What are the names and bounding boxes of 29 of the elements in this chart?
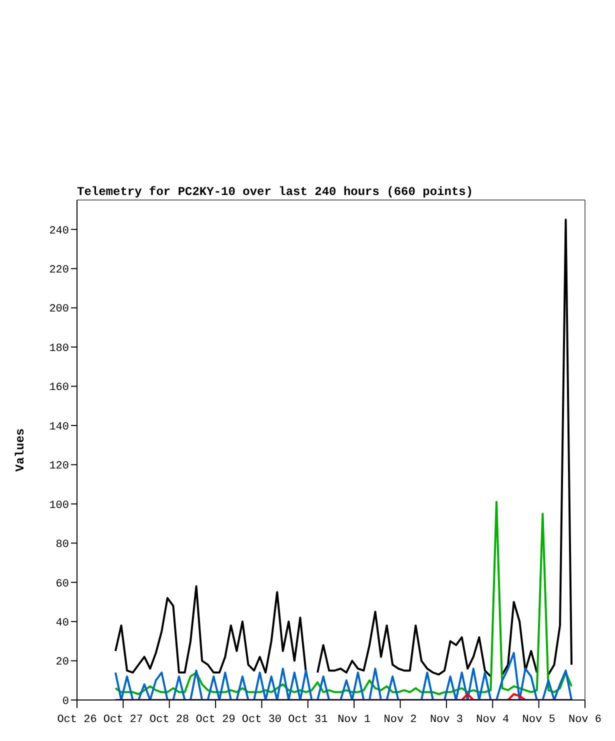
x-tick-label: Nov 4 — [476, 714, 510, 726]
y-tick-label: 200 — [49, 304, 69, 316]
x-tick-label: Nov 3 — [430, 714, 463, 726]
y-tick-label: 40 — [56, 617, 69, 630]
y-tick-label: 140 — [49, 421, 69, 434]
line-series — [114, 500, 573, 696]
x-tick-label: Nov 1 — [338, 714, 371, 726]
x-tick-label: Oct 29 — [196, 714, 236, 726]
y-tick-label: 220 — [49, 264, 69, 277]
y-tick-label: 160 — [49, 382, 69, 394]
y-tick-label: 100 — [49, 500, 69, 512]
y-tick-label: 240 — [49, 225, 69, 238]
x-tick-label: Nov 2 — [384, 714, 417, 726]
x-tick-label: Oct 27 — [103, 714, 143, 726]
y-tick-label: 120 — [49, 460, 69, 473]
y-tick-label: 0 — [62, 696, 69, 708]
x-tick-label: Oct 28 — [150, 714, 190, 726]
x-tick-label: Nov 6 — [568, 714, 602, 726]
x-tick-label: Oct 30 — [242, 714, 282, 726]
y-tick-label: 80 — [56, 539, 69, 552]
y-tick-label: 180 — [49, 342, 69, 355]
x-tick-label: Nov 5 — [522, 714, 556, 726]
y-axis-title: Values — [13, 428, 28, 472]
line-series — [114, 652, 573, 700]
chart-title: Telemetry for PC2KY-10 over last 240 hours (660 points) — [77, 185, 474, 199]
y-tick-label: 60 — [56, 578, 69, 590]
x-tick-label: Oct 31 — [288, 714, 328, 726]
x-tick-label: Oct 26 — [57, 714, 97, 726]
y-tick-label: 20 — [56, 656, 69, 669]
